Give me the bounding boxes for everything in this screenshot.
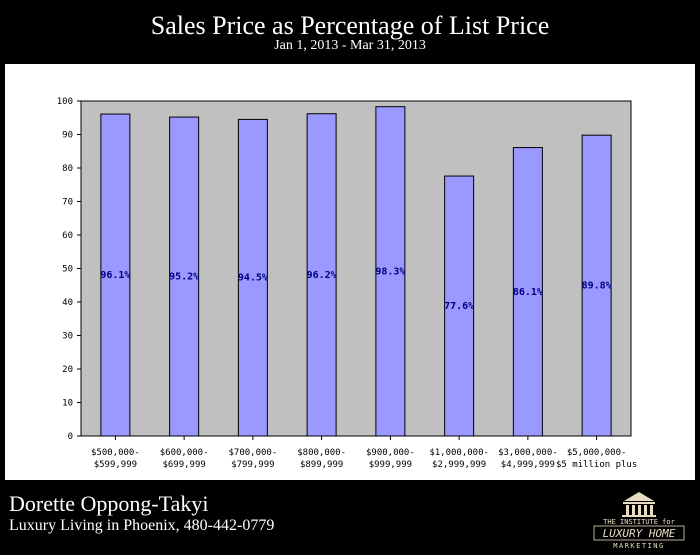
y-tick-label: 90	[62, 131, 73, 141]
x-tick-label: $1,000,000-$2,999,999	[429, 448, 489, 470]
x-tick-label: $600,000-$699,999	[160, 448, 209, 470]
x-tick-label: $800,000-$899,999	[297, 448, 346, 470]
bar	[169, 116, 200, 437]
logo-line-1: THE INSTITUTE for	[603, 518, 675, 526]
y-tick-label: 70	[62, 198, 73, 208]
x-tick-label: $700,000-$799,999	[228, 448, 277, 470]
logo-line-2: LUXURY HOME	[603, 527, 676, 540]
data-label: 94.5%	[238, 273, 268, 284]
x-tick-label: $3,000,000-$4,999,999	[498, 448, 558, 470]
data-labels: 96.1% 95.2% 94.5% 96.2% 98.3% 77.6% 86.1% 89.8%	[100, 266, 611, 312]
bar	[512, 147, 543, 437]
chart-panel: 0 10 20 30 40 50 60 70 80 90 100 96.1% 95.2% 94.5% 96…	[5, 64, 695, 480]
y-tick-label: 50	[62, 265, 73, 275]
footer: Dorette Oppong-Takyi Luxury Living in Ph…	[0, 480, 700, 555]
institute-logo: THE INSTITUTE for LUXURY HOME MARKETING	[588, 488, 690, 552]
bar	[237, 118, 268, 437]
y-tick-label: 10	[62, 399, 73, 409]
agent-name: Dorette Oppong-Takyi	[9, 491, 209, 516]
data-label: 98.3%	[375, 266, 405, 277]
logo-line-3: MARKETING	[613, 542, 664, 550]
y-tick-label: 0	[68, 432, 73, 442]
y-tick-label: 40	[62, 298, 73, 308]
bar	[100, 113, 131, 437]
data-label: 95.2%	[169, 272, 199, 283]
bar	[306, 113, 337, 437]
chart-subtitle: Jan 1, 2013 - Mar 31, 2013	[274, 38, 426, 53]
bars	[100, 106, 612, 437]
y-tick-label: 80	[62, 164, 73, 174]
y-axis: 0 10 20 30 40 50 60 70 80 90 100	[57, 97, 82, 442]
x-tick-label: $5,000,000-$5 million plus	[556, 448, 637, 470]
data-label: 89.8%	[582, 281, 612, 292]
y-tick-label: 30	[62, 332, 73, 342]
x-tick-label: $500,000-$599,999	[91, 448, 140, 470]
data-label: 86.1%	[513, 287, 543, 298]
y-tick-label: 20	[62, 365, 73, 375]
agent-tagline: Luxury Living in Phoenix, 480-442-0779	[9, 517, 275, 534]
columned-building-icon	[622, 492, 656, 517]
chart-header: Sales Price as Percentage of List Price …	[0, 0, 700, 62]
chart-title: Sales Price as Percentage of List Price	[150, 11, 550, 40]
x-tick-label: $900,000-$999,999	[366, 448, 415, 470]
plot-area	[80, 100, 632, 437]
data-label: 96.1%	[100, 270, 130, 281]
data-label: 77.6%	[444, 301, 474, 312]
y-tick-label: 60	[62, 231, 73, 241]
data-label: 96.2%	[307, 270, 337, 281]
bar	[581, 134, 612, 437]
y-tick-label: 100	[57, 97, 73, 107]
x-axis: $500,000-$599,999 $600,000-$699,999 $700,0…	[91, 436, 637, 470]
